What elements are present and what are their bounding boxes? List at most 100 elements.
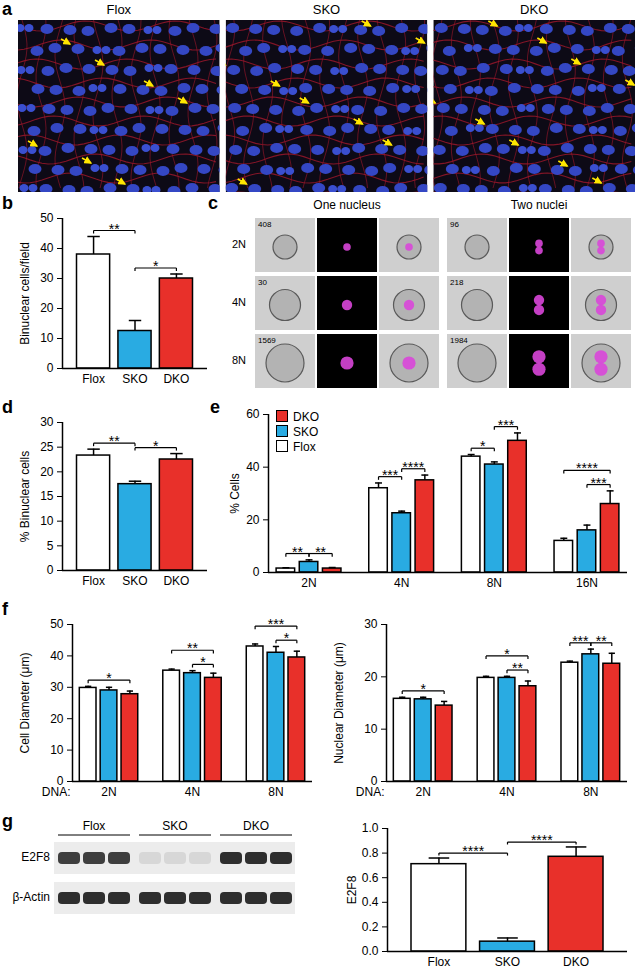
svg-text:DKO: DKO	[563, 955, 589, 969]
svg-text:2N: 2N	[232, 238, 246, 250]
svg-text:10: 10	[364, 722, 378, 736]
svg-text:Binuclear cells/field: Binuclear cells/field	[18, 242, 32, 345]
svg-text:DKO: DKO	[163, 372, 189, 386]
svg-text:30: 30	[40, 415, 54, 429]
svg-text:4N: 4N	[232, 296, 246, 308]
svg-text:Flox: Flox	[83, 819, 106, 833]
svg-text:408: 408	[258, 220, 272, 229]
svg-text:*: *	[153, 438, 159, 454]
svg-text:β-Actin: β-Actin	[12, 890, 50, 904]
svg-text:*: *	[480, 438, 486, 454]
svg-text:0.8: 0.8	[362, 846, 379, 860]
svg-text:**: **	[187, 640, 198, 656]
svg-text:15: 15	[40, 489, 54, 503]
svg-text:**: **	[109, 221, 120, 237]
svg-text:30: 30	[364, 617, 378, 631]
svg-text:8N: 8N	[232, 354, 246, 366]
svg-text:Two nuclei: Two nuclei	[511, 198, 568, 212]
svg-text:****: ****	[531, 832, 553, 848]
svg-text:*: *	[504, 646, 510, 662]
svg-text:16N: 16N	[576, 576, 598, 590]
svg-text:2N: 2N	[301, 576, 316, 590]
svg-text:*: *	[153, 258, 159, 274]
svg-text:**: **	[315, 544, 326, 560]
svg-text:30: 30	[50, 680, 64, 694]
svg-text:20: 20	[246, 513, 260, 527]
svg-text:SKO: SKO	[122, 574, 147, 588]
svg-text:0.2: 0.2	[362, 920, 379, 934]
svg-text:DKO: DKO	[243, 819, 269, 833]
svg-text:*: *	[200, 654, 206, 670]
svg-text:Nuclear Diameter (μm): Nuclear Diameter (μm)	[332, 642, 346, 764]
svg-text:Cell Diameter (μm): Cell Diameter (μm)	[18, 653, 32, 754]
svg-text:E2F8: E2F8	[21, 850, 50, 864]
svg-text:20: 20	[40, 301, 54, 315]
svg-text:DKO: DKO	[163, 574, 189, 588]
svg-text:20: 20	[50, 712, 64, 726]
svg-text:****: ****	[402, 459, 424, 475]
svg-text:DNA:: DNA:	[356, 785, 385, 799]
svg-text:40: 40	[40, 241, 54, 255]
svg-text:40: 40	[50, 649, 64, 663]
svg-text:*: *	[106, 670, 112, 686]
svg-text:25: 25	[40, 440, 54, 454]
svg-text:1569: 1569	[258, 336, 276, 345]
svg-text:30: 30	[258, 278, 267, 287]
svg-text:Flox: Flox	[428, 955, 451, 969]
svg-text:% Binuclear cells: % Binuclear cells	[18, 451, 32, 542]
svg-text:5: 5	[47, 539, 54, 553]
svg-text:DKO: DKO	[520, 2, 548, 17]
svg-text:2N: 2N	[101, 785, 116, 799]
svg-text:8N: 8N	[268, 785, 283, 799]
svg-text:SKO: SKO	[162, 819, 187, 833]
svg-text:96: 96	[450, 220, 459, 229]
svg-text:0.6: 0.6	[362, 871, 379, 885]
svg-text:0.0: 0.0	[362, 944, 379, 958]
svg-text:8N: 8N	[583, 785, 598, 799]
svg-text:0: 0	[47, 563, 54, 577]
svg-text:***: ***	[268, 616, 285, 632]
svg-text:Flox: Flox	[107, 2, 132, 17]
svg-text:218: 218	[450, 278, 464, 287]
svg-text:*: *	[420, 681, 426, 697]
svg-text:1984: 1984	[450, 336, 468, 345]
svg-text:**: **	[512, 660, 523, 676]
svg-text:***: ***	[498, 417, 515, 433]
svg-text:30: 30	[40, 271, 54, 285]
svg-text:0: 0	[47, 361, 54, 375]
svg-text:20: 20	[40, 465, 54, 479]
svg-text:*: *	[284, 630, 290, 646]
svg-text:50: 50	[50, 617, 64, 631]
svg-text:SKO: SKO	[495, 955, 520, 969]
svg-text:SKO: SKO	[313, 2, 340, 17]
svg-text:4N: 4N	[394, 576, 409, 590]
svg-text:Flox: Flox	[82, 372, 105, 386]
svg-text:One nucleus: One nucleus	[313, 198, 380, 212]
svg-text:E2F8: E2F8	[345, 875, 359, 904]
svg-text:**: **	[109, 433, 120, 449]
svg-text:10: 10	[40, 514, 54, 528]
svg-text:**: **	[292, 544, 303, 560]
svg-text:50: 50	[40, 211, 54, 225]
svg-text:10: 10	[50, 743, 64, 757]
svg-text:**: **	[596, 633, 607, 649]
svg-text:Flox: Flox	[82, 574, 105, 588]
svg-text:4N: 4N	[499, 785, 514, 799]
svg-text:***: ***	[572, 633, 589, 649]
svg-text:DNA:: DNA:	[42, 785, 71, 799]
svg-text:2N: 2N	[416, 785, 431, 799]
svg-text:***: ***	[590, 475, 607, 491]
svg-text:40: 40	[246, 460, 260, 474]
svg-text:8N: 8N	[487, 576, 502, 590]
svg-text:0.4: 0.4	[362, 895, 379, 909]
svg-text:****: ****	[462, 843, 484, 859]
svg-text:***: ***	[382, 467, 399, 483]
svg-text:SKO: SKO	[122, 372, 147, 386]
svg-text:60: 60	[246, 407, 260, 421]
svg-text:% Cells: % Cells	[228, 473, 242, 514]
svg-text:20: 20	[364, 670, 378, 684]
svg-text:0: 0	[253, 565, 260, 579]
svg-text:1.0: 1.0	[362, 821, 379, 835]
svg-text:10: 10	[40, 331, 54, 345]
svg-text:4N: 4N	[185, 785, 200, 799]
